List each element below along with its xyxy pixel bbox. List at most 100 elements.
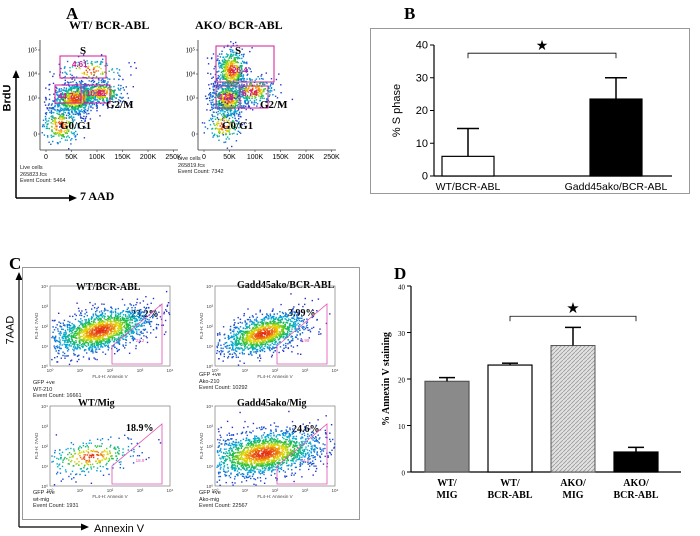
category-label: WT/ <box>500 478 520 489</box>
x-axis-label: FL4-H: Annexin V <box>92 494 127 499</box>
flow-c3-footer: GFP +ve wt-mig Event Count: 1931 <box>33 490 79 509</box>
x-tick-label: 10¹ <box>77 368 84 373</box>
y-tick-label: 10 <box>398 423 406 431</box>
category-label: Gadd45ako/BCR-ABL <box>565 181 668 193</box>
flow-a2-g1-pct: 47.8 <box>218 93 234 102</box>
event-cloud <box>216 410 336 486</box>
y-tick-label: 0 <box>34 131 38 139</box>
x-tick-label: 250K <box>323 154 340 161</box>
panel-b-frame <box>370 28 690 194</box>
bar <box>441 155 495 177</box>
y-tick-label: 20 <box>416 105 428 117</box>
x-tick-label: 10⁰ <box>212 368 219 373</box>
y-tick-label: 10² <box>41 444 48 449</box>
y-tick-label: 40 <box>398 284 406 292</box>
event-cloud <box>41 105 92 150</box>
flow-a2-title: AKO/ BCR-ABL <box>195 18 283 32</box>
y-tick-label: 20 <box>398 377 406 385</box>
y-tick-label: 10³ <box>41 304 48 309</box>
flow-a1-g2m-pct: 10.81 <box>86 89 107 98</box>
event-cloud <box>51 290 171 366</box>
flow-c4-footer: GFP +ve Ako-mig Event Count: 22567 <box>199 490 248 509</box>
gate-value: 24.6 <box>301 458 310 463</box>
y-axis-title: % S phase <box>391 84 403 137</box>
flow-c3-pct: 18.9% <box>126 423 154 434</box>
category-label: WT/BCR-ABL <box>436 181 501 193</box>
y-tick-label: 10² <box>206 324 213 329</box>
x-tick-label: 50K <box>223 154 236 161</box>
x-tick-label: 10⁴ <box>167 488 174 493</box>
flow-a1-footer: Live cells 265823.fcs Event Count: 5464 <box>20 165 66 184</box>
x-tick-label: 10³ <box>302 488 309 493</box>
y-tick-label: 0 <box>192 131 196 139</box>
bar <box>550 345 596 473</box>
flow-a2-g2m-pct: 6.74 <box>242 89 258 98</box>
annexin-gate <box>276 303 328 365</box>
y-tick-label: 30 <box>416 72 428 84</box>
annexin-gate <box>276 423 328 485</box>
flow-c1-footer: GFP +ve WT-210 Event Count: 16661 <box>33 380 82 399</box>
y-axis-label: FL3-H: 7AAD <box>34 312 39 340</box>
x-tick-label: 10² <box>272 488 279 493</box>
flow-a2-g0g1-label: G0/G1 <box>222 120 254 132</box>
panel-a-letter: A <box>66 4 79 23</box>
gate-value: 3.99 <box>301 338 310 343</box>
significance-bracket <box>467 52 617 59</box>
x-tick-label: 10³ <box>302 368 309 373</box>
x-tick-label: 10¹ <box>77 488 84 493</box>
category-label: AKO/ <box>623 478 649 489</box>
x-tick-label: 150K <box>114 154 131 161</box>
gate-value: 23.2 <box>136 338 145 343</box>
x-tick-label: 0 <box>202 154 206 161</box>
plot-frame <box>49 285 171 367</box>
category-label: WT/ <box>437 478 457 489</box>
gate-g2m <box>239 85 269 109</box>
flow-a2-s-pct: 26.4 <box>232 66 248 75</box>
y-tick-label: 10¹ <box>41 464 48 469</box>
x-tick-label: 10⁴ <box>167 368 174 373</box>
panel-c-axis-arrows <box>15 272 89 531</box>
event-cloud <box>201 95 243 149</box>
y-axis-label: FL3-H: 7AAD <box>199 432 204 460</box>
flow-a2-plot: 10⁵ 10⁴ 10³ 0 0 50K 100K 150K 200K 250K <box>186 40 340 161</box>
x-tick-label: 150K <box>272 154 289 161</box>
y-axis-title: % Annexin V staining <box>381 332 392 426</box>
x-tick-label: 100K <box>89 154 106 161</box>
significance-star: ★ <box>566 300 579 317</box>
annexin-gate <box>111 423 163 485</box>
gate-s <box>59 55 107 79</box>
y-tick-label: 0 <box>402 470 406 478</box>
y-tick-label: 10⁵ <box>28 47 38 55</box>
x-tick-label: 10² <box>272 368 279 373</box>
y-tick-label: 10² <box>206 444 213 449</box>
significance-star: ★ <box>536 37 549 53</box>
flow-c2-footer: GFP +ve Ako-210 Event Count: 10292 <box>199 372 248 391</box>
flow-a1-s-label: S <box>80 45 87 57</box>
plot-frame <box>214 285 336 367</box>
x-tick-label: 10⁰ <box>212 488 219 493</box>
y-tick-label: 10³ <box>41 424 48 429</box>
x-tick-label: 10⁴ <box>332 488 339 493</box>
flow-a1-title: WT/ BCR-ABL <box>69 18 150 32</box>
x-axis-label: FL4-H: Annexin V <box>92 374 127 379</box>
x-tick-label: 10² <box>107 488 114 493</box>
bar <box>487 364 533 473</box>
gate-s <box>215 45 275 83</box>
flow-c4-pct: 24.6% <box>292 424 320 435</box>
bar <box>589 98 643 177</box>
flow-c4-title: Gadd45ako/Mig <box>237 398 307 409</box>
category-label: MIG <box>436 490 457 501</box>
panel-c-frame <box>22 267 360 520</box>
x-tick-label: 10¹ <box>242 368 249 373</box>
event-cloud <box>216 293 331 366</box>
y-tick-label: 10⁴ <box>206 284 213 289</box>
category-label: BCR-ABL <box>487 490 532 501</box>
y-tick-label: 10⁰ <box>41 484 48 489</box>
flow-a2-footer: Live cells 265819.fcs Event Count: 7342 <box>178 156 224 175</box>
x-tick-label: 10³ <box>137 488 144 493</box>
x-axis-label: FL4-H: Annexin V <box>257 494 292 499</box>
flow-a1-g0g1-label: G0/G1 <box>60 120 92 132</box>
